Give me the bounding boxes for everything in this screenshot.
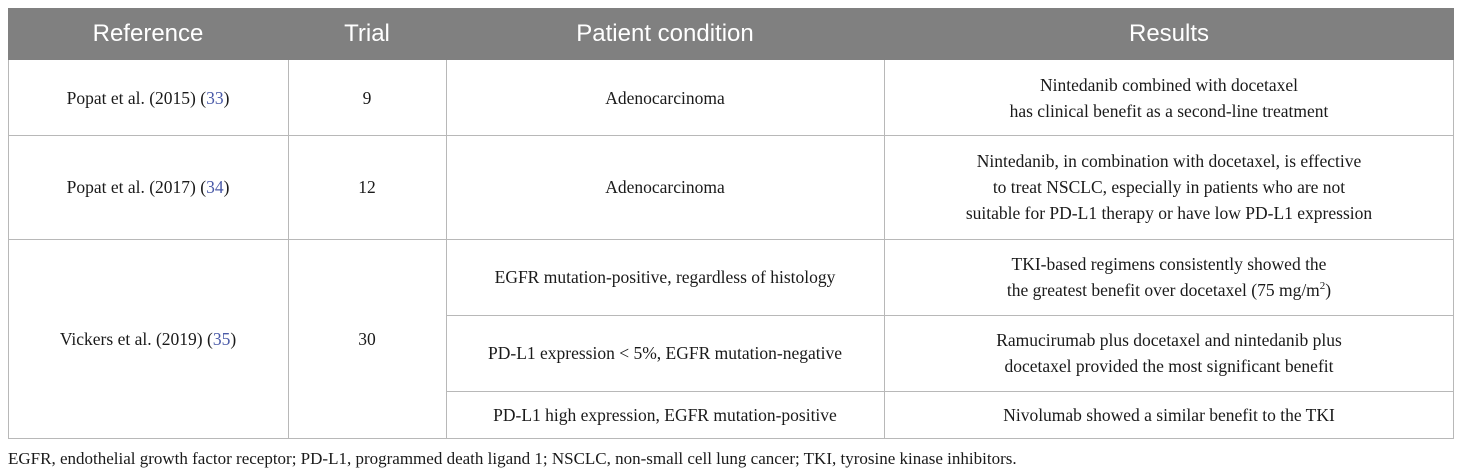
results-text: suitable for PD-L1 therapy or have low P…: [965, 203, 1373, 223]
results-line: has clinical benefit as a second-line tr…: [1010, 98, 1329, 124]
results-line: the greatest benefit over docetaxel (75 …: [1007, 277, 1331, 303]
rule: [1453, 60, 1454, 438]
column-header: Results: [1128, 20, 1210, 47]
trial-cell: 9: [362, 87, 372, 108]
results-cell: Nivolumab showed a similar benefit to th…: [884, 391, 1454, 438]
results-line: to treat NSCLC, especially in patients w…: [993, 174, 1345, 200]
rule: [288, 60, 289, 438]
results-text: the greatest benefit over docetaxel (75 …: [1006, 280, 1320, 300]
footnote: EGFR, endothelial growth factor receptor…: [8, 449, 1017, 468]
condition-cell: EGFR mutation-positive, regardless of hi…: [494, 267, 836, 287]
results-text: docetaxel provided the most significant …: [1004, 356, 1334, 376]
rule: [8, 60, 9, 438]
reference: Popat et al. (2015) (33): [67, 85, 230, 111]
results-text: Nivolumab showed a similar benefit to th…: [1003, 404, 1335, 425]
condition-cell: Adenocarcinoma: [605, 177, 725, 197]
column-header: Reference: [92, 20, 204, 47]
results-line: Nintedanib combined with docetaxel: [1040, 72, 1298, 98]
superscript: 2: [1319, 280, 1326, 293]
column-header: Patient condition: [576, 20, 754, 47]
results-text: to treat NSCLC, especially in patients w…: [992, 177, 1346, 197]
results-text: Ramucirumab plus docetaxel and nintedani…: [996, 330, 1342, 350]
reference-cell: Popat et al. (2017) (34): [8, 135, 288, 239]
results-cell: TKI-based regimens consistently showed t…: [884, 239, 1454, 315]
trial-cell: 30: [358, 328, 376, 349]
citation: 33: [206, 87, 224, 108]
condition-cell: PD-L1 high expression, EGFR mutation-pos…: [493, 404, 837, 425]
trial-cell: 12: [358, 177, 376, 197]
rule: [446, 60, 447, 438]
reference-cell: Popat et al. (2015) (33): [8, 60, 288, 135]
reference: Vickers et al. (2019) (35): [60, 326, 236, 352]
rule: [446, 391, 1454, 392]
results-cell: Nintedanib, in combination with docetaxe…: [884, 135, 1454, 239]
table-header: [8, 8, 1454, 60]
condition-cell: Adenocarcinoma: [605, 87, 725, 108]
results-line: TKI-based regimens consistently showed t…: [1012, 251, 1327, 277]
citation: 34: [206, 177, 224, 197]
rule: [8, 438, 1454, 439]
citation: 35: [212, 328, 231, 349]
reference-text: ): [223, 87, 230, 108]
results-cell: Ramucirumab plus docetaxel and nintedani…: [884, 315, 1454, 391]
reference-text: ): [230, 328, 237, 349]
results-text: Nintedanib combined with docetaxel: [1039, 74, 1299, 95]
column-header: Trial: [344, 20, 390, 47]
rule: [8, 135, 1454, 136]
results-text: TKI-based regimens consistently showed t…: [1011, 254, 1327, 274]
results-text: ): [1325, 280, 1332, 300]
rule: [884, 60, 885, 438]
results-cell: Nintedanib combined with docetaxel has cl…: [884, 60, 1454, 135]
reference-text: Popat et al. (2015) (: [66, 87, 207, 108]
condition-cell: PD-L1 expression < 5%, EGFR mutation-neg…: [488, 343, 842, 363]
rule: [446, 315, 1454, 316]
results-text: has clinical benefit as a second-line tr…: [1009, 100, 1329, 121]
results-line: Nivolumab showed a similar benefit to th…: [1003, 402, 1335, 428]
results-line: Nintedanib, in combination with docetaxe…: [977, 148, 1362, 174]
results-line: suitable for PD-L1 therapy or have low P…: [966, 200, 1372, 226]
reference-text: Vickers et al. (2019) (: [59, 328, 213, 349]
reference-cell: Vickers et al. (2019) (35): [8, 239, 288, 438]
reference-text: Popat et al. (2017) (: [66, 177, 207, 197]
rule: [8, 239, 1454, 240]
results-text: Nintedanib, in combination with docetaxe…: [976, 151, 1362, 171]
reference: Popat et al. (2017) (34): [67, 174, 230, 200]
reference-text: ): [223, 177, 230, 197]
results-line: Ramucirumab plus docetaxel and nintedani…: [996, 327, 1342, 353]
results-line: docetaxel provided the most significant …: [1005, 353, 1334, 379]
